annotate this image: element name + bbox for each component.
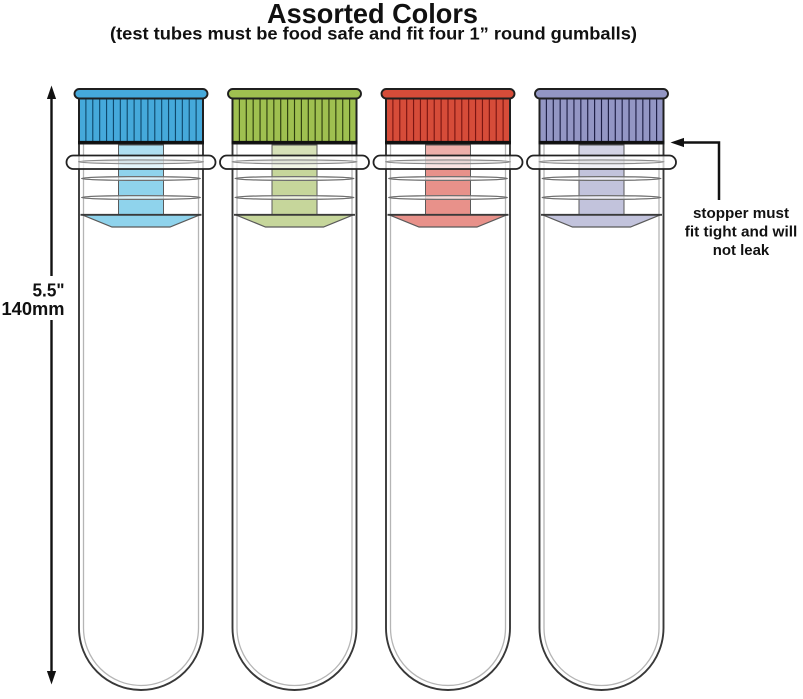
svg-text:5.5": 5.5" [33,281,65,301]
svg-text:140mm: 140mm [2,299,65,319]
svg-text:stopper must: stopper must [693,205,789,222]
svg-text:(test tubes must be food safe: (test tubes must be food safe and fit fo… [110,24,637,44]
svg-text:not leak: not leak [713,242,770,259]
svg-text:Assorted Colors: Assorted Colors [267,0,478,29]
svg-text:fit tight and will: fit tight and will [685,224,798,241]
